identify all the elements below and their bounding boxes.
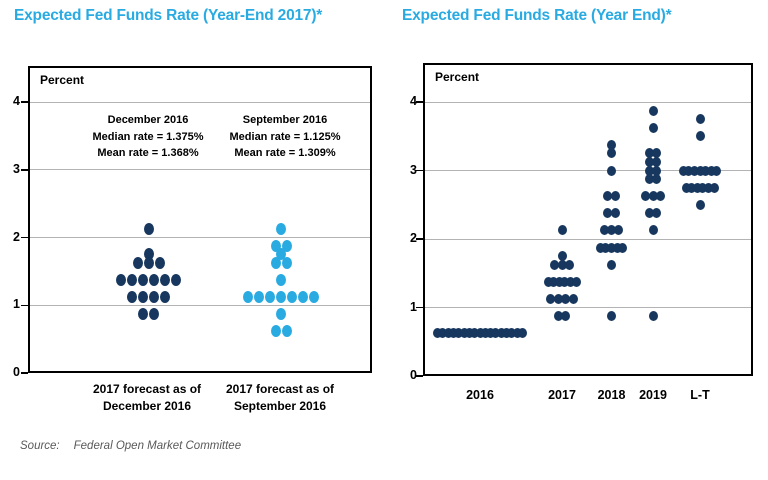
x-tick-label: L-T: [690, 388, 710, 402]
y-tick-label: 0: [410, 368, 417, 382]
y-tick-label: 4: [13, 94, 20, 108]
december-2016-annotation: December 2016 Median rate = 1.375% Mean …: [93, 112, 204, 162]
y-tick-label: 3: [410, 162, 417, 177]
x-label-line: 2017 forecast as of: [225, 382, 335, 396]
source-text: Federal Open Market Committee: [73, 440, 242, 452]
y-tick-label: 2: [13, 229, 20, 244]
y-axis-tick: [21, 372, 28, 374]
annotation-line: Median rate = 1.125%: [229, 130, 341, 143]
y-tick-label: 1: [410, 299, 417, 314]
y-tick-label: 2: [410, 231, 417, 245]
y-axis-tick: [416, 238, 423, 240]
x-label-december-forecast: 2017 forecast as of December 2016: [93, 381, 201, 414]
y-axis-tick: [21, 169, 28, 171]
source-label: Source:: [20, 440, 60, 452]
x-label-line: December 2016: [102, 398, 192, 413]
y-tick-label: 4: [410, 94, 417, 108]
y-axis-tick: [21, 101, 28, 103]
y-axis-tick: [21, 304, 28, 306]
y-axis-tick: [416, 375, 423, 377]
y-tick-label: 1: [13, 297, 20, 312]
x-label-september-forecast: 2017 forecast as of September 2016: [226, 381, 334, 414]
x-tick-label: 2019: [639, 388, 667, 402]
y-axis-tick: [416, 101, 423, 103]
annotation-line: Median rate = 1.375%: [92, 130, 204, 143]
y-axis-tick: [21, 236, 28, 239]
x-tick-label: 2017: [548, 388, 576, 402]
x-tick-label: 2018: [597, 388, 626, 402]
x-label-line: September 2016: [233, 398, 327, 413]
right-chart-plot-frame: [423, 63, 753, 376]
september-2016-annotation: September 2016 Median rate = 1.125% Mean…: [230, 112, 341, 162]
y-axis-tick: [416, 306, 423, 309]
y-tick-label: 0: [13, 365, 20, 379]
left-chart-plot-frame: [28, 66, 372, 373]
y-tick-label: 3: [13, 161, 20, 176]
left-chart-title: Expected Fed Funds Rate (Year-End 2017)*: [14, 7, 323, 24]
annotation-line: December 2016: [107, 114, 189, 126]
annotation-line: Mean rate = 1.368%: [97, 147, 199, 159]
right-chart-title: Expected Fed Funds Rate (Year End)*: [402, 7, 672, 24]
x-label-line: 2017 forecast as of: [92, 382, 202, 396]
annotation-line: Mean rate = 1.309%: [234, 147, 336, 159]
left-chart-percent-label: Percent: [40, 73, 85, 87]
x-tick-label: 2016: [466, 388, 494, 402]
source-note: Source: Federal Open Market Committee: [20, 440, 241, 452]
annotation-line: September 2016: [242, 114, 328, 126]
y-axis-tick: [416, 169, 423, 172]
right-chart-percent-label: Percent: [435, 70, 480, 84]
